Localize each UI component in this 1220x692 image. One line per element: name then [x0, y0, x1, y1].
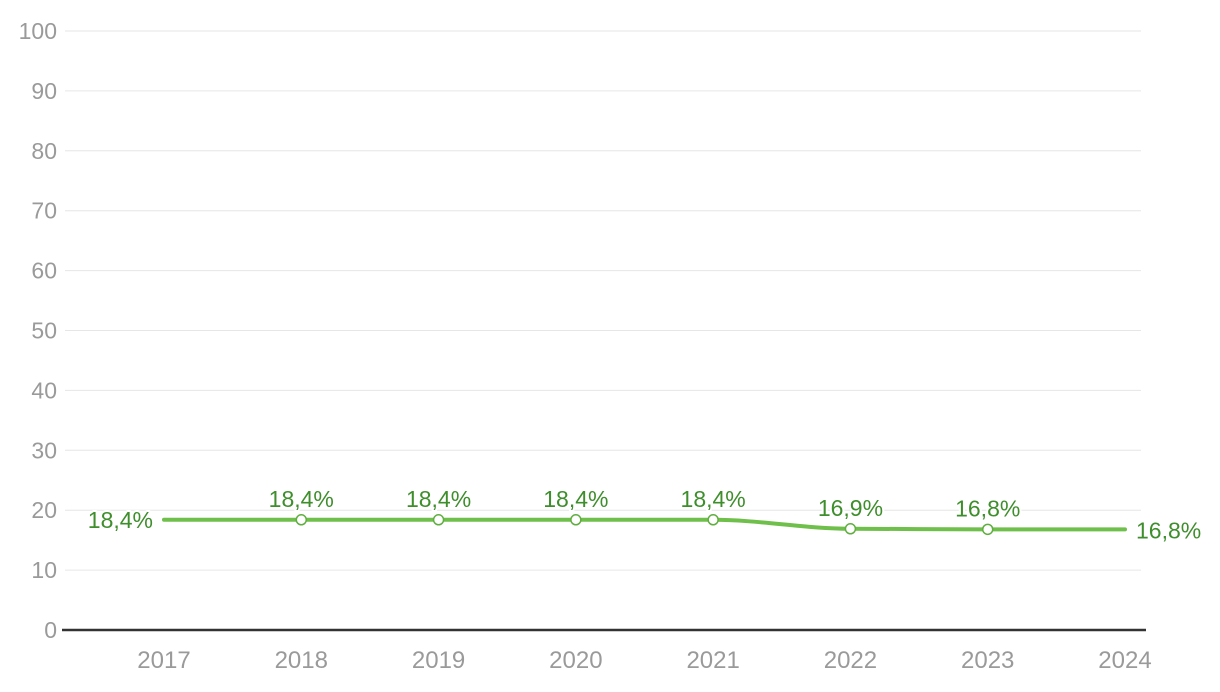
y-axis-tick-label: 40 — [31, 377, 57, 403]
y-axis-tick-label: 60 — [31, 258, 57, 284]
data-point-marker — [981, 523, 994, 536]
x-axis-tick-label: 2022 — [824, 647, 877, 674]
data-point-marker — [432, 514, 445, 526]
data-point-marker — [844, 523, 857, 535]
data-point-marker — [295, 514, 308, 526]
data-point-label: 18,4% — [406, 486, 471, 512]
data-point-label: 18,4% — [543, 486, 608, 512]
y-axis-tick-label: 70 — [31, 198, 57, 224]
data-point-label: 16,8% — [955, 495, 1020, 521]
data-point-label: 18,4% — [88, 507, 153, 533]
y-axis-tick-label: 50 — [31, 318, 57, 344]
data-point-label: 16,9% — [818, 495, 883, 521]
x-axis-tick-label: 2024 — [1098, 647, 1151, 674]
x-axis-tick-label: 2019 — [412, 647, 465, 674]
series-line — [162, 517, 1127, 532]
data-point-marker — [707, 514, 719, 526]
y-axis-tick-label: 90 — [31, 78, 57, 104]
x-axis-tick-label: 2017 — [137, 647, 190, 674]
x-axis-tick-label: 2023 — [961, 647, 1014, 674]
data-point-label: 18,4% — [269, 486, 334, 512]
x-axis-tick-label: 2020 — [549, 647, 602, 674]
x-axis-tick-label: 2021 — [686, 647, 739, 674]
x-axis-tick-label: 2018 — [275, 647, 328, 674]
data-point-label: 16,8% — [1136, 517, 1201, 543]
y-axis-tick-label: 100 — [19, 18, 57, 44]
y-axis-tick-label: 30 — [31, 437, 57, 463]
y-axis-tick-label: 0 — [44, 617, 57, 643]
y-axis-tick-label: 10 — [31, 557, 57, 583]
data-point-marker — [570, 514, 582, 526]
y-axis-tick-label: 80 — [31, 138, 57, 164]
y-axis-tick-label: 20 — [31, 497, 57, 523]
data-point-label: 18,4% — [681, 486, 746, 512]
